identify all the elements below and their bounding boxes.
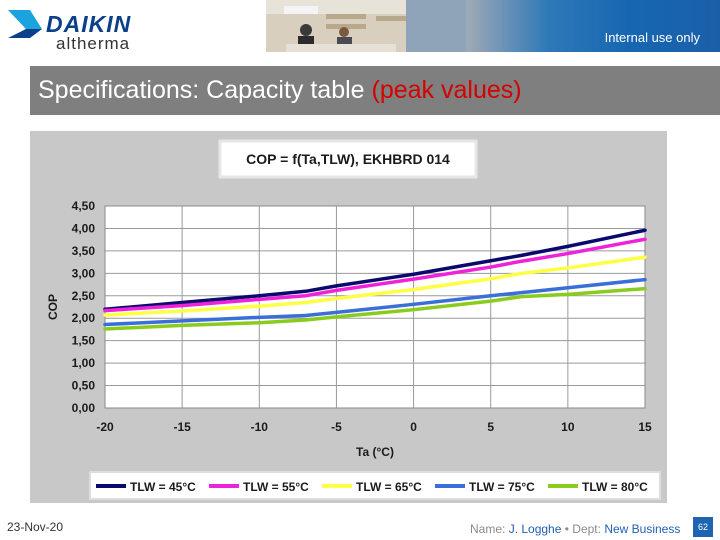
y-tick-label-0: 0,00 — [72, 401, 96, 415]
y-tick-label-7: 3,50 — [72, 244, 96, 258]
x-tick-label-0: -20 — [96, 420, 114, 434]
series-line-2 — [103, 237, 647, 313]
header-banner: Internal use only — [266, 0, 720, 52]
footer-dept-value: New Business — [604, 522, 681, 536]
x-tick-labels: -20 -15 -10 -5 0 5 10 15 — [96, 420, 652, 434]
x-tick-label-6: 10 — [561, 420, 575, 434]
x-tick-label-1: -15 — [173, 420, 191, 434]
daikin-logo-mark-dark-icon — [8, 29, 42, 38]
x-tick-label-2: -10 — [251, 420, 269, 434]
legend-label-1: TLW = 45°C — [130, 480, 196, 494]
series-line-3 — [103, 255, 647, 317]
x-tick-label-3: -5 — [331, 420, 342, 434]
series-line-4 — [103, 277, 647, 327]
legend-label-4: TLW = 75°C — [469, 480, 535, 494]
internal-use-label: Internal use only — [604, 30, 700, 45]
legend-label-3: TLW = 65°C — [356, 480, 422, 494]
y-tick-label-4: 2,00 — [72, 311, 96, 325]
footer-date: 23-Nov-20 — [7, 520, 64, 534]
x-tick-label-4: 0 — [410, 420, 417, 434]
series-line-1 — [103, 228, 647, 311]
chart-title-frame — [218, 139, 478, 179]
legend-label-5: TLW = 80°C — [582, 480, 648, 494]
y-tick-label-1: 0,50 — [72, 379, 96, 393]
footer-name-value: J. Logghe — [508, 522, 562, 536]
chart-title: COP = f(Ta,TLW), EKHBRD 014 — [246, 151, 450, 167]
y-tick-label-2: 1,00 — [72, 356, 96, 370]
chart-title-box: COP = f(Ta,TLW), EKHBRD 014 — [218, 139, 478, 179]
plot-border — [104, 205, 646, 409]
y-tick-label-6: 3,00 — [72, 266, 96, 280]
cop-line-chart: COP = f(Ta,TLW), EKHBRD 014 0,00 0,50 1,00… — [46, 139, 661, 500]
y-tick-label-8: 4,00 — [72, 221, 96, 235]
x-tick-label-7: 15 — [638, 420, 652, 434]
daikin-logo-mark-icon — [8, 10, 42, 29]
chart-container: COP = f(Ta,TLW), EKHBRD 014 0,00 0,50 1,00… — [30, 131, 667, 503]
y-tick-labels: 0,00 0,50 1,00 1,50 2,00 2,50 3,00 3,50 4,00 4,50 — [72, 199, 96, 415]
series-lines — [103, 228, 647, 331]
series-line-5 — [103, 286, 647, 331]
footer-name-label: Name: — [470, 522, 506, 536]
y-tick-label-5: 2,50 — [72, 289, 96, 303]
slide-title-main: Specifications: Capacity table — [38, 76, 365, 104]
slide-title-highlight: (peak values) — [371, 76, 522, 104]
footer-author: Name: J. Logghe • Dept: New Business — [470, 522, 680, 536]
chart-legend: TLW = 45°C TLW = 55°C TLW = 65°C TLW = 75°C… — [89, 471, 661, 500]
slide-title: Specifications: Capacity table (peak val… — [38, 76, 522, 105]
x-tick-label-5: 5 — [487, 420, 494, 434]
legend-label-2: TLW = 55°C — [243, 480, 309, 494]
brand-name: DAIKIN — [46, 11, 131, 37]
office-photo — [266, 0, 466, 52]
x-axis-label: Ta (°C) — [356, 445, 394, 459]
y-axis-label: COP — [46, 294, 60, 320]
footer-dept-label: Dept: — [572, 522, 601, 536]
daikin-logo: DAIKIN altherma — [8, 10, 131, 50]
footer-separator: • — [564, 522, 569, 536]
brand-product: altherma — [56, 34, 130, 50]
slide-title-bar: Specifications: Capacity table (peak val… — [30, 66, 720, 115]
page-number: 62 — [693, 517, 713, 537]
y-tick-label-9: 4,50 — [72, 199, 96, 213]
y-tick-label-3: 1,50 — [72, 334, 96, 348]
